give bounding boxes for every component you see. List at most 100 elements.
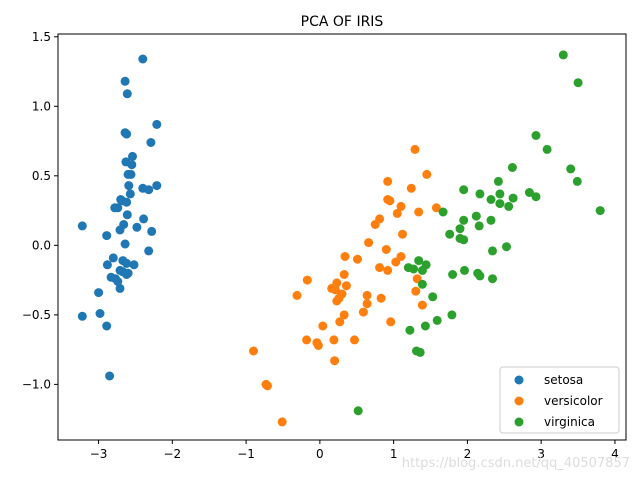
point-setosa-35: [102, 260, 112, 270]
point-versicolor-9: [392, 208, 402, 218]
point-versicolor-6: [396, 201, 406, 211]
point-virginica-24: [445, 229, 455, 239]
x-tick-label: −3: [90, 447, 108, 461]
x-tick-label: 4: [611, 447, 619, 461]
y-tick-label: 1.0: [32, 99, 51, 113]
point-setosa-31: [144, 246, 154, 256]
legend-marker-versicolor: [514, 396, 524, 406]
legend: setosa versicolor virginica: [499, 366, 620, 434]
point-virginica-39: [417, 279, 427, 289]
point-virginica-14: [486, 195, 496, 204]
legend-label-versicolor: versicolor: [544, 394, 603, 408]
point-virginica-38: [488, 274, 497, 284]
point-virginica-15: [495, 199, 505, 209]
point-versicolor-1: [422, 169, 432, 179]
point-setosa-5: [122, 129, 132, 139]
point-setosa-48: [102, 321, 112, 331]
point-versicolor-13: [364, 238, 374, 248]
point-versicolor-39: [335, 317, 345, 327]
point-virginica-12: [531, 192, 541, 202]
point-versicolor-5: [385, 196, 395, 206]
point-setosa-19: [122, 197, 132, 207]
point-virginica-16: [504, 201, 514, 211]
point-virginica-0: [558, 50, 568, 60]
legend-box: [499, 366, 620, 434]
point-virginica-17: [595, 206, 605, 216]
point-versicolor-8: [414, 207, 424, 217]
point-virginica-20: [486, 215, 496, 225]
x-tick-label: 3: [537, 447, 545, 461]
point-versicolor-2: [383, 176, 393, 186]
point-versicolor-48: [330, 356, 340, 366]
legend-marker-virginica: [514, 417, 524, 427]
y-tick-label: 0.0: [32, 238, 51, 252]
point-versicolor-34: [332, 296, 342, 306]
point-versicolor-3: [406, 183, 416, 193]
point-versicolor-36: [417, 300, 427, 310]
point-virginica-6: [493, 176, 503, 186]
point-virginica-5: [566, 164, 576, 174]
y-tick-label: 0.5: [32, 169, 51, 183]
watermark-text: https://blog.csdn.net/qq_40507857: [402, 456, 630, 471]
point-virginica-9: [495, 189, 505, 199]
point-virginica-33: [417, 265, 427, 275]
y-tick-label: 1.5: [32, 30, 51, 44]
point-setosa-32: [108, 253, 118, 263]
point-setosa-30: [120, 239, 130, 249]
point-setosa-25: [77, 221, 87, 231]
point-versicolor-38: [339, 310, 349, 320]
point-setosa-22: [122, 210, 132, 220]
point-virginica-46: [415, 347, 425, 357]
point-setosa-9: [127, 160, 137, 170]
point-virginica-22: [474, 221, 484, 231]
x-axis: −3 −2 −1 0 1 2 3 4: [90, 440, 619, 461]
point-versicolor-20: [383, 265, 393, 275]
point-versicolor-50: [263, 381, 272, 391]
legend-marker-setosa: [514, 375, 524, 385]
legend-label-setosa: setosa: [544, 373, 583, 387]
y-tick-label: −1.0: [22, 377, 51, 391]
point-setosa-43: [113, 277, 123, 286]
point-versicolor-42: [302, 335, 312, 345]
point-setosa-27: [115, 225, 125, 235]
point-versicolor-35: [362, 299, 372, 309]
point-setosa-49: [105, 371, 115, 381]
point-versicolor-27: [330, 285, 340, 295]
point-virginica-42: [432, 315, 442, 325]
point-setosa-36: [129, 260, 139, 270]
point-versicolor-46: [313, 341, 323, 350]
point-versicolor-47: [249, 346, 258, 356]
point-versicolor-33: [376, 293, 386, 303]
point-virginica-44: [405, 325, 415, 335]
point-setosa-34: [122, 258, 132, 268]
point-versicolor-15: [340, 252, 350, 261]
y-tick-label: −0.5: [22, 308, 51, 322]
point-versicolor-41: [318, 321, 328, 331]
point-versicolor-40: [386, 317, 396, 327]
legend-label-virginica: virginica: [544, 415, 595, 429]
point-virginica-19: [471, 211, 481, 221]
points-layer: [77, 50, 605, 427]
point-setosa-29: [102, 231, 112, 241]
point-virginica-4: [507, 163, 517, 172]
point-virginica-37: [475, 271, 485, 281]
point-versicolor-18: [391, 257, 401, 267]
point-versicolor-31: [292, 290, 302, 300]
point-virginica-34: [460, 265, 469, 275]
point-versicolor-44: [350, 335, 359, 345]
point-virginica-1: [573, 78, 583, 88]
x-tick-label: 1: [390, 447, 398, 461]
point-setosa-21: [113, 203, 123, 213]
point-virginica-21: [459, 215, 469, 225]
point-virginica-18: [438, 207, 448, 217]
point-setosa-47: [77, 311, 87, 321]
point-virginica-36: [448, 270, 458, 279]
point-setosa-0: [138, 54, 148, 64]
point-setosa-16: [125, 189, 135, 199]
point-virginica-29: [414, 256, 424, 266]
point-virginica-13: [508, 193, 518, 203]
point-virginica-40: [428, 292, 438, 302]
point-virginica-26: [459, 235, 469, 245]
point-virginica-8: [524, 188, 534, 197]
point-setosa-2: [122, 89, 132, 99]
